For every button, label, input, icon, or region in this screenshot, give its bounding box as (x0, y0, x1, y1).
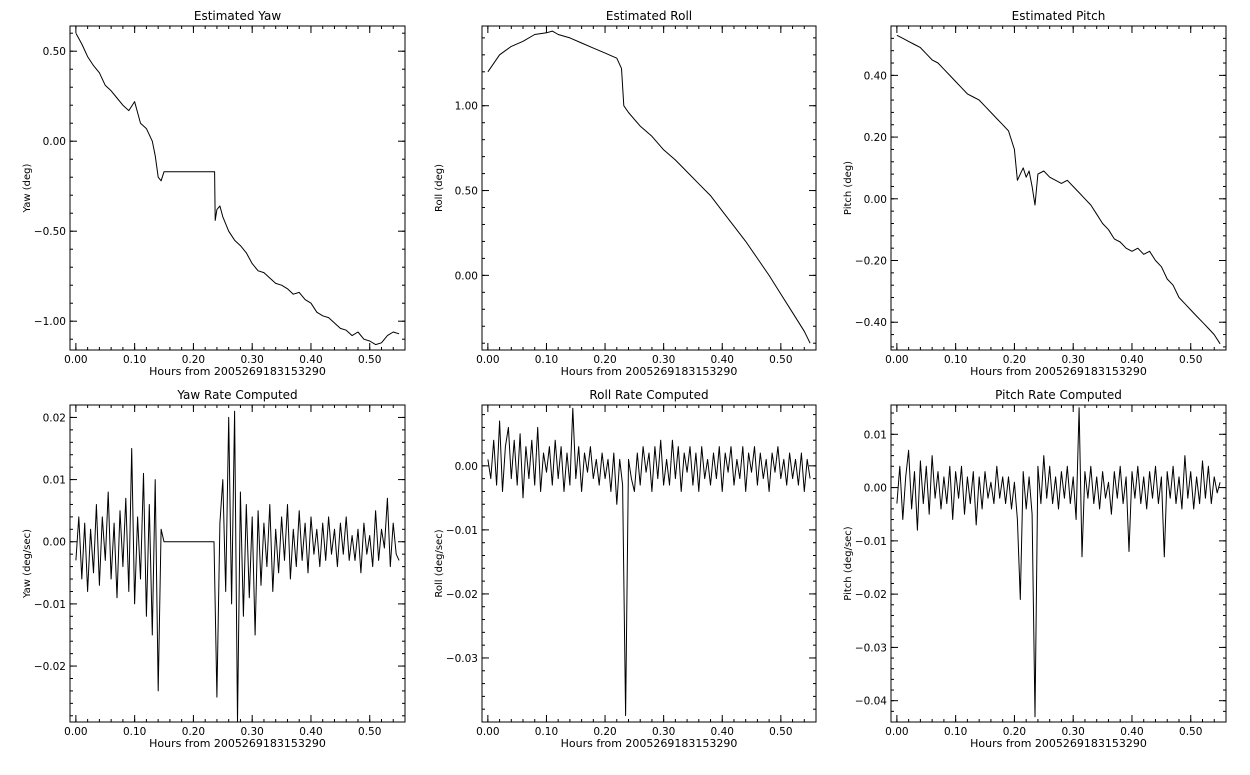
x-tick-label: 0.30 (652, 726, 675, 738)
x-tick-label: 0.30 (1061, 726, 1084, 738)
chart-title: Estimated Yaw (194, 9, 281, 23)
x-tick-label: 0.50 (1179, 354, 1202, 366)
x-tick-label: 0.30 (240, 354, 263, 366)
chart-title: Pitch Rate Computed (995, 388, 1122, 402)
x-tick-label: 0.40 (1120, 726, 1143, 738)
plot-frame (481, 25, 817, 351)
x-tick-label: 0.20 (182, 726, 205, 738)
x-tick-label: 0.40 (299, 726, 322, 738)
y-tick-label: −0.02 (34, 661, 66, 673)
series-line-pitch-rate (896, 407, 1221, 718)
x-tick-label: 0.10 (123, 354, 146, 366)
chart-roll: 0.00 0.10 0.20 0.30 0.40 0.50 0.00 0.50 1.00 Esti… (434, 9, 817, 378)
y-tick-label: 0.20 (864, 132, 887, 144)
x-tick-label: 0.00 (476, 354, 499, 366)
x-axis-label: Hours from 2005269183153290 (561, 737, 738, 750)
y-tick-label: −0.01 (855, 536, 887, 548)
plot-frame (890, 25, 1227, 351)
x-tick-label: 0.10 (535, 354, 558, 366)
x-tick-label: 0.20 (1003, 354, 1026, 366)
chart-roll-rate: 0.00 0.10 0.20 0.30 0.40 0.50 −0.03 −0.02 −0.01 0… (434, 388, 817, 750)
y-tick-label: −1.00 (34, 316, 66, 328)
y-tick-label: 0.00 (864, 483, 887, 495)
y-tick-label: −0.03 (855, 642, 887, 654)
y-tick-label: −0.02 (855, 589, 887, 601)
y-axis-label: Pitch (deg) (843, 161, 854, 215)
x-tick-label: 0.00 (64, 726, 87, 738)
x-axis-label: Hours from 2005269183153290 (149, 365, 326, 378)
x-tick-label: 0.30 (240, 726, 263, 738)
series-line-roll-rate (487, 407, 811, 717)
y-tick-label: 1.00 (455, 101, 478, 113)
y-tick-label: 0.01 (43, 475, 66, 487)
x-tick-label: 0.20 (593, 354, 616, 366)
y-tick-label: 0.02 (43, 412, 66, 424)
x-tick-label: 0.20 (182, 354, 205, 366)
x-tick-label: 0.40 (711, 354, 734, 366)
x-tick-label: 0.10 (944, 726, 967, 738)
x-tick-label: 0.10 (535, 726, 558, 738)
x-tick-label: 0.10 (123, 726, 146, 738)
chart-title: Estimated Roll (606, 9, 692, 23)
y-tick-label: 0.00 (43, 537, 66, 549)
x-axis-label: Hours from 2005269183153290 (149, 737, 326, 750)
x-tick-label: 0.30 (1061, 354, 1084, 366)
x-tick-label: 0.40 (1120, 354, 1143, 366)
x-axis-label: Hours from 2005269183153290 (970, 737, 1147, 750)
y-tick-label: −0.40 (855, 317, 887, 329)
y-tick-label: −0.20 (855, 256, 887, 268)
series-line-roll (487, 30, 811, 344)
y-tick-label: 0.50 (43, 46, 66, 58)
y-axis-label: Roll (deg) (434, 164, 445, 212)
x-tick-label: 0.50 (358, 726, 381, 738)
y-tick-label: 0.00 (864, 194, 887, 206)
series-line-yaw (75, 32, 400, 346)
x-tick-label: 0.40 (711, 726, 734, 738)
series-line-pitch (896, 34, 1221, 345)
y-tick-label: 0.00 (455, 461, 478, 473)
y-tick-label: −0.50 (34, 226, 66, 238)
y-axis-label: Yaw (deg/sec) (22, 529, 33, 599)
series-line-yaw-rate (75, 410, 400, 723)
plot-frame (481, 404, 817, 723)
x-tick-label: 0.50 (769, 726, 792, 738)
x-axis-label: Hours from 2005269183153290 (561, 365, 738, 378)
x-axis-label: Hours from 2005269183153290 (970, 365, 1147, 378)
x-tick-label: 0.50 (358, 354, 381, 366)
y-tick-label: 0.40 (864, 70, 887, 82)
x-tick-label: 0.00 (885, 354, 908, 366)
x-tick-label: 0.40 (299, 354, 322, 366)
x-tick-label: 0.00 (64, 354, 87, 366)
plot-frame (69, 25, 406, 351)
y-tick-label: 0.50 (455, 186, 478, 198)
chart-pitch: 0.00 0.10 0.20 0.30 0.40 0.50 −0.40 −0.20 0.00 0.… (843, 9, 1227, 378)
y-tick-label: −0.03 (446, 653, 478, 665)
y-tick-label: 0.00 (455, 270, 478, 282)
x-tick-label: 0.50 (1179, 726, 1202, 738)
chart-title: Estimated Pitch (1012, 9, 1106, 23)
y-tick-label: −0.02 (446, 589, 478, 601)
chart-title: Roll Rate Computed (589, 388, 708, 402)
y-tick-label: −0.01 (34, 599, 66, 611)
chart-pitch-rate: 0.00 0.10 0.20 0.30 0.40 0.50 −0.04 −0.03 −0.02 −… (843, 388, 1227, 750)
x-tick-label: 0.20 (593, 726, 616, 738)
y-axis-label: Yaw (deg) (22, 163, 33, 213)
x-tick-label: 0.00 (885, 726, 908, 738)
x-tick-label: 0.20 (1003, 726, 1026, 738)
chart-title: Yaw Rate Computed (176, 388, 297, 402)
x-tick-label: 0.50 (769, 354, 792, 366)
y-tick-label: −0.01 (446, 525, 478, 537)
y-tick-label: −0.04 (855, 696, 887, 708)
y-axis-label: Roll (deg/sec) (434, 529, 445, 597)
chart-yaw: 0.00 0.10 0.20 0.30 0.40 0.50 −1.00 −0.50 0.00 0.… (22, 9, 406, 378)
y-axis-label: Pitch (deg/sec) (843, 526, 854, 601)
chart-yaw-rate: 0.00 0.10 0.20 0.30 0.40 0.50 −0.02 −0.01 0.00 0.… (22, 388, 406, 750)
x-tick-label: 0.30 (652, 354, 675, 366)
x-tick-label: 0.10 (944, 354, 967, 366)
plot-frame (890, 404, 1227, 723)
y-tick-label: 0.01 (864, 429, 887, 441)
x-tick-label: 0.00 (476, 726, 499, 738)
y-tick-label: 0.00 (43, 136, 66, 148)
